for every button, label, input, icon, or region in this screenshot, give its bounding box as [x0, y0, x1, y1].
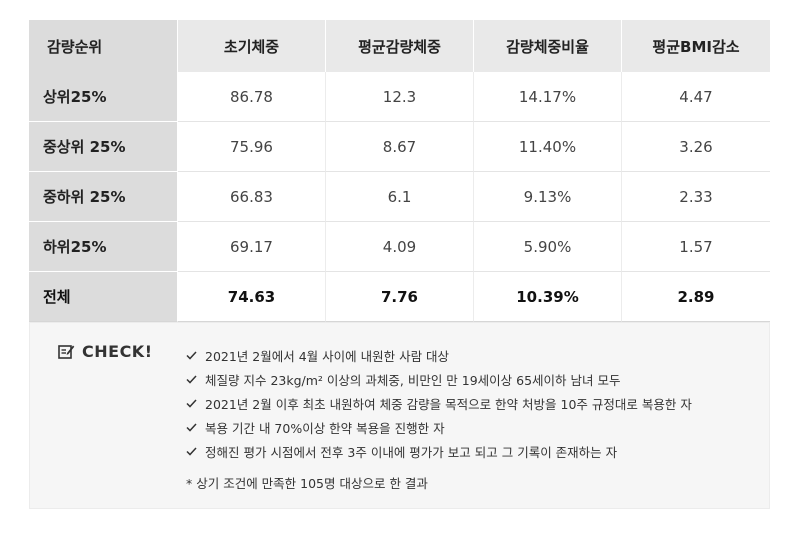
row-label: 중하위 25% — [29, 172, 178, 222]
weight-loss-table: 감량순위 초기체중 평균감량체중 감량체중비율 평균BMI감소 상위25% 86… — [29, 20, 770, 322]
bmi-decrease-cell: 2.89 — [622, 272, 770, 322]
column-header-loss-ratio: 감량체중비율 — [474, 20, 622, 72]
row-label-total: 전체 — [29, 272, 178, 322]
column-header-initial-weight: 초기체중 — [178, 20, 326, 72]
avg-loss-cell: 8.67 — [326, 122, 474, 172]
initial-weight-cell: 86.78 — [178, 72, 326, 122]
list-item: 2021년 2월 이후 최초 내원하여 체중 감량을 목적으로 한약 처방을 1… — [186, 391, 692, 415]
bmi-decrease-cell: 3.26 — [622, 122, 770, 172]
column-header-bmi-decrease: 평균BMI감소 — [622, 20, 770, 72]
column-header-avg-loss: 평균감량체중 — [326, 20, 474, 72]
list-item: 복용 기간 내 70%이상 한약 복용을 진행한 자 — [186, 415, 692, 439]
table-row: 중상위 25% 75.96 8.67 11.40% 3.26 — [29, 122, 770, 172]
condition-text: 2021년 2월 이후 최초 내원하여 체중 감량을 목적으로 한약 처방을 1… — [205, 396, 692, 412]
checkmark-icon — [186, 374, 197, 384]
initial-weight-cell: 75.96 — [178, 122, 326, 172]
checkmark-icon — [186, 398, 197, 408]
table-row: 하위25% 69.17 4.09 5.90% 1.57 — [29, 222, 770, 272]
check-title: CHECK! — [82, 342, 153, 361]
table-row: 상위25% 86.78 12.3 14.17% 4.47 — [29, 72, 770, 122]
bmi-decrease-cell: 2.33 — [622, 172, 770, 222]
table-header-row: 감량순위 초기체중 평균감량체중 감량체중비율 평균BMI감소 — [29, 20, 770, 72]
avg-loss-cell: 12.3 — [326, 72, 474, 122]
initial-weight-cell: 74.63 — [178, 272, 326, 322]
loss-ratio-cell: 9.13% — [474, 172, 622, 222]
list-item: 2021년 2월에서 4월 사이에 내원한 사람 대상 — [186, 343, 692, 367]
avg-loss-cell: 6.1 — [326, 172, 474, 222]
edit-note-icon — [58, 345, 75, 359]
row-label: 중상위 25% — [29, 122, 178, 172]
avg-loss-cell: 7.76 — [326, 272, 474, 322]
condition-text: 복용 기간 내 70%이상 한약 복용을 진행한 자 — [205, 420, 445, 436]
check-heading: CHECK! — [58, 342, 153, 361]
list-item: 체질량 지수 23kg/m² 이상의 과체중, 비만인 만 19세이상 65세이… — [186, 367, 692, 391]
column-header-rank: 감량순위 — [29, 20, 178, 72]
row-label: 하위25% — [29, 222, 178, 272]
loss-ratio-cell: 11.40% — [474, 122, 622, 172]
initial-weight-cell: 66.83 — [178, 172, 326, 222]
condition-list: 2021년 2월에서 4월 사이에 내원한 사람 대상 체질량 지수 23kg/… — [186, 343, 692, 463]
checkmark-icon — [186, 446, 197, 456]
loss-ratio-cell: 5.90% — [474, 222, 622, 272]
loss-ratio-cell: 14.17% — [474, 72, 622, 122]
bmi-decrease-cell: 1.57 — [622, 222, 770, 272]
results-table-container: 감량순위 초기체중 평균감량체중 감량체중비율 평균BMI감소 상위25% 86… — [29, 20, 770, 322]
table-row: 중하위 25% 66.83 6.1 9.13% 2.33 — [29, 172, 770, 222]
condition-text: 2021년 2월에서 4월 사이에 내원한 사람 대상 — [205, 348, 450, 364]
checkmark-icon — [186, 350, 197, 360]
list-item: 정해진 평가 시점에서 전후 3주 이내에 평가가 보고 되고 그 기록이 존재… — [186, 439, 692, 463]
condition-text: 체질량 지수 23kg/m² 이상의 과체중, 비만인 만 19세이상 65세이… — [205, 372, 621, 388]
loss-ratio-cell: 10.39% — [474, 272, 622, 322]
avg-loss-cell: 4.09 — [326, 222, 474, 272]
footnote: * 상기 조건에 만족한 105명 대상으로 한 결과 — [186, 476, 428, 491]
checkmark-icon — [186, 422, 197, 432]
initial-weight-cell: 69.17 — [178, 222, 326, 272]
check-conditions-box: CHECK! 2021년 2월에서 4월 사이에 내원한 사람 대상 체질량 지… — [29, 322, 770, 509]
condition-text: 정해진 평가 시점에서 전후 3주 이내에 평가가 보고 되고 그 기록이 존재… — [205, 444, 618, 460]
bmi-decrease-cell: 4.47 — [622, 72, 770, 122]
table-total-row: 전체 74.63 7.76 10.39% 2.89 — [29, 272, 770, 322]
row-label: 상위25% — [29, 72, 178, 122]
